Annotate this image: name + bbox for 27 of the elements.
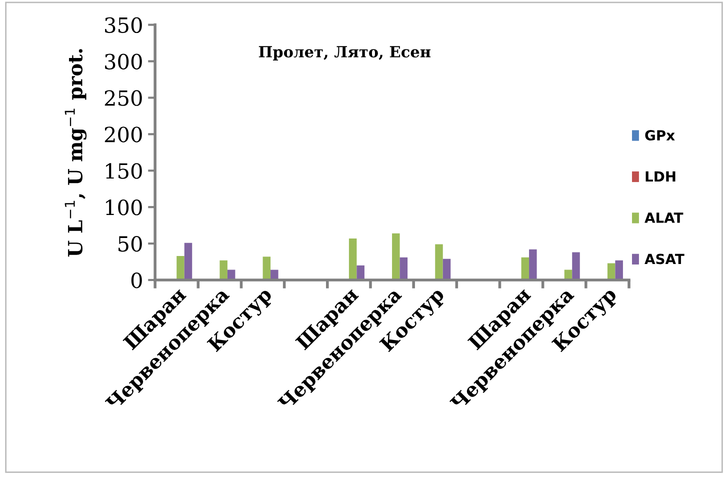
- bar: [220, 260, 228, 280]
- bar: [392, 233, 400, 280]
- legend-label: GPx: [645, 130, 675, 141]
- legend-label: LDH: [646, 171, 676, 182]
- y-tick-label: 50: [118, 236, 142, 252]
- bar: [529, 249, 537, 280]
- bar: [435, 244, 443, 280]
- text: Пролет, Лято, Есен: [258, 46, 431, 60]
- y-tick-label: 200: [104, 126, 142, 142]
- y-tick-label: 0: [131, 272, 142, 288]
- y-tick-label: 150: [106, 163, 142, 179]
- y-tick-label: 250: [104, 90, 142, 106]
- legend-label: ASAT: [644, 254, 684, 264]
- bar: [184, 242, 192, 280]
- legend-label: ALAT: [644, 212, 684, 223]
- y-tick-label: 100: [106, 200, 142, 216]
- bar: [615, 260, 623, 280]
- bar: [572, 252, 580, 280]
- y-tick-label: 300: [105, 54, 142, 70]
- bar: [400, 257, 408, 280]
- bar: [348, 238, 357, 280]
- y-tick-label: 350: [105, 17, 142, 34]
- bar: [176, 256, 184, 280]
- bar: [262, 256, 271, 280]
- y-axis-title: U L$^{−1}$, U mg$^{−1}$ prot.: [64, 49, 87, 257]
- bar: [356, 265, 364, 280]
- bar: [521, 257, 530, 280]
